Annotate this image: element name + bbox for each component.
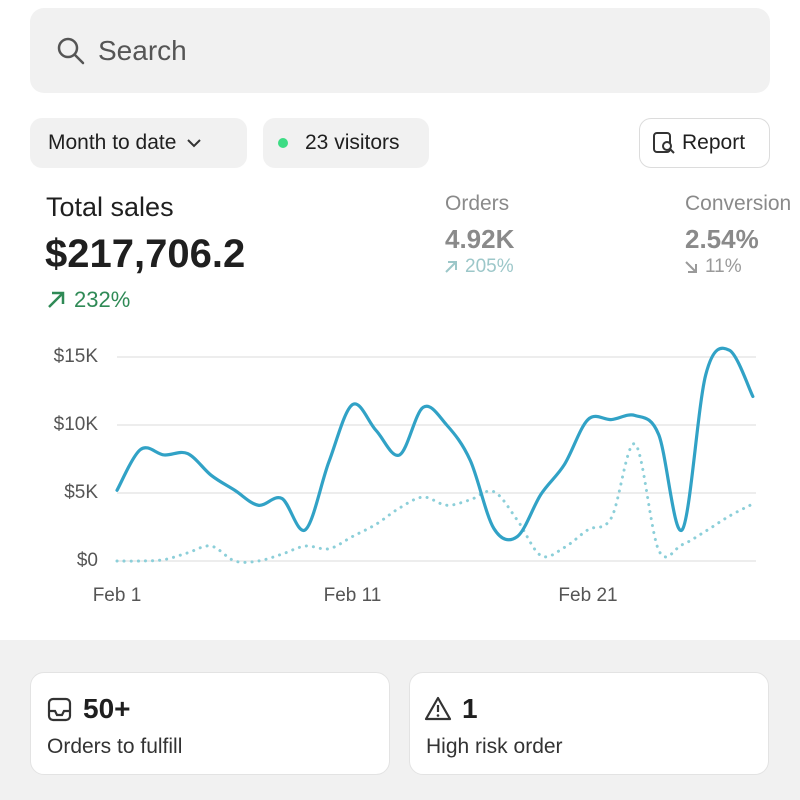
metric-change: 11% (685, 256, 742, 278)
sales-line (115, 346, 755, 542)
y-tick-label: $0 (77, 550, 98, 571)
report-button[interactable]: Report (639, 118, 770, 168)
card-label: High risk order (426, 735, 563, 758)
search-bar[interactable]: Search (30, 8, 770, 93)
up-arrow (48, 291, 65, 308)
live-dot (278, 138, 288, 148)
metric-change: 205% (445, 256, 514, 278)
up-arrow (445, 261, 457, 273)
visitors: 23 visitors (305, 131, 400, 154)
card-value: 50+ (83, 693, 131, 724)
change-value: 11% (705, 256, 742, 277)
card[interactable]: 1 High risk order (409, 672, 769, 775)
chevron (187, 139, 202, 148)
y-tick-label: $15K (54, 346, 99, 367)
x-tick-label: Feb 1 (93, 585, 142, 606)
metric-value: 4.92K (445, 224, 515, 254)
metric-label: Conversion (685, 192, 792, 215)
report: Report (682, 131, 746, 154)
down-arrow (685, 261, 697, 273)
metric-change: 232% (46, 287, 130, 313)
report-icon (653, 132, 675, 154)
x-tick-label: Feb 21 (558, 585, 617, 606)
metric-label: Total sales (46, 192, 174, 222)
card-value: 1 (462, 693, 478, 724)
y-tick-label: $10K (54, 414, 99, 435)
x-tick-label: Feb 11 (324, 585, 382, 606)
card[interactable]: 50+ Orders to fulfill (30, 672, 390, 775)
sales-chart: $0 $5K $10K $15K Feb 1 Feb 11 Feb 21 (54, 346, 756, 606)
metric-value: $217,706.2 (45, 232, 246, 276)
visitors-button[interactable]: 23 visitors (263, 118, 429, 168)
change-value: 232% (74, 287, 131, 312)
metric-value: 2.54% (685, 224, 759, 254)
comparison-line (115, 442, 755, 564)
date-range-button[interactable]: Month to date (30, 118, 247, 168)
y-tick-label: $5K (64, 482, 98, 503)
date-range: Month to date (48, 131, 177, 154)
card-label: Orders to fulfill (47, 735, 183, 758)
inbox-icon (47, 697, 72, 722)
warning-icon (424, 696, 452, 721)
change-value: 205% (465, 256, 514, 277)
search-placeholder: Search (98, 34, 187, 66)
search-icon (57, 37, 85, 64)
metric-label: Orders (445, 192, 510, 215)
